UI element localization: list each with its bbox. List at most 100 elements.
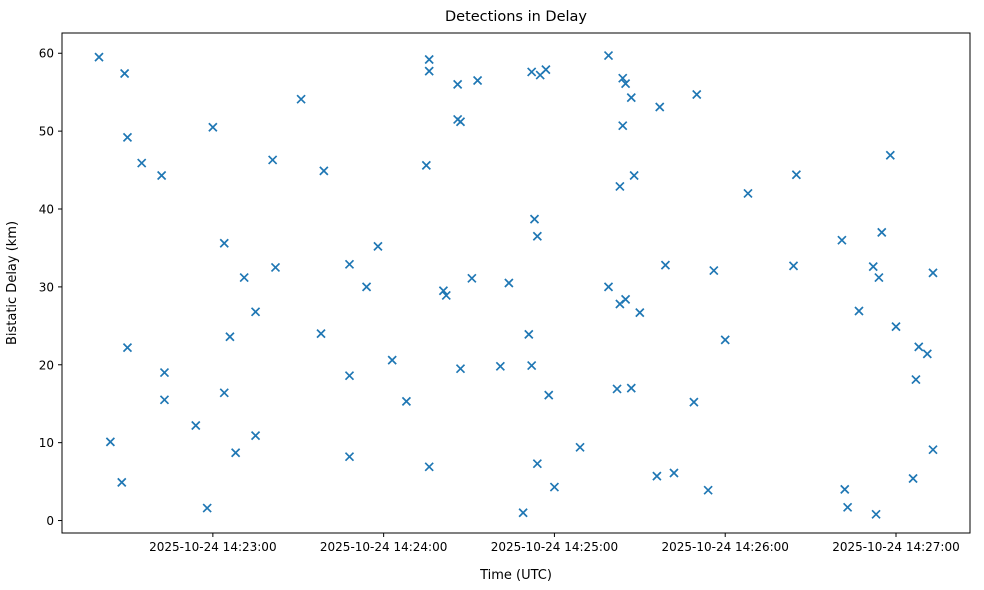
y-tick-label: 10 — [39, 436, 54, 450]
data-point-marker — [455, 364, 466, 374]
data-point-marker — [669, 468, 679, 478]
data-point-marker — [922, 349, 932, 359]
data-point-marker — [159, 367, 170, 378]
data-point-marker — [455, 117, 466, 127]
data-point-marker — [527, 360, 537, 371]
data-point-marker — [231, 448, 241, 458]
data-point-marker — [319, 166, 329, 176]
data-point-marker — [504, 278, 514, 288]
data-point-marker — [421, 160, 431, 171]
data-point-marker — [208, 122, 218, 132]
data-point-marker — [202, 503, 212, 513]
data-point-marker — [575, 442, 585, 452]
data-point-marker — [387, 355, 397, 365]
data-point-marker — [373, 241, 383, 251]
data-points-layer — [94, 50, 938, 519]
data-point-marker — [908, 473, 918, 484]
data-point-marker — [652, 471, 662, 481]
data-point-marker — [911, 374, 921, 385]
axes-layer: 2025-10-24 14:23:00 2025-10-24 14:24:00 20… — [39, 32, 971, 554]
data-point-marker — [703, 485, 713, 495]
data-point-marker — [655, 102, 665, 112]
data-point-marker — [94, 52, 104, 62]
y-tick-label: 0 — [46, 514, 54, 528]
data-point-marker — [891, 322, 901, 332]
data-point-marker — [250, 307, 261, 317]
x-tick-label: 2025-10-24 14:24:00 — [320, 540, 447, 554]
data-point-marker — [191, 420, 201, 431]
data-point-marker — [854, 306, 864, 316]
y-axis-label: Bistatic Delay (km) — [5, 221, 20, 345]
x-tick-label: 2025-10-24 14:26:00 — [661, 540, 788, 554]
data-point-marker — [549, 482, 560, 492]
y-tick-label: 30 — [39, 280, 54, 294]
data-point-marker — [424, 54, 434, 65]
data-point-marker — [239, 272, 249, 283]
data-point-marker — [877, 227, 887, 237]
data-point-marker — [615, 181, 625, 192]
data-point-marker — [527, 67, 537, 77]
data-point-marker — [441, 290, 451, 301]
data-point-marker — [874, 272, 884, 283]
data-point-marker — [660, 260, 671, 270]
data-point-marker — [837, 235, 847, 245]
y-tick-label: 20 — [39, 358, 54, 372]
data-point-marker — [105, 437, 115, 447]
data-point-marker — [518, 508, 528, 518]
data-point-marker — [225, 332, 235, 342]
data-point-marker — [871, 509, 881, 519]
y-tick-label: 40 — [39, 203, 54, 217]
y-tick-label: 60 — [39, 47, 54, 61]
data-point-marker — [603, 282, 614, 292]
y-tick-label: 50 — [39, 125, 54, 139]
data-point-marker — [120, 68, 130, 79]
data-point-marker — [529, 214, 540, 224]
data-point-marker — [250, 431, 261, 441]
data-point-marker — [159, 395, 170, 405]
data-point-marker — [541, 65, 551, 75]
data-point-marker — [344, 259, 355, 269]
data-point-marker — [424, 462, 434, 472]
x-tick-label: 2025-10-24 14:27:00 — [832, 540, 959, 554]
data-point-marker — [122, 343, 133, 353]
data-point-marker — [401, 396, 412, 406]
x-tick-label: 2025-10-24 14:23:00 — [149, 540, 276, 554]
data-point-marker — [620, 79, 631, 89]
data-point-marker — [344, 371, 355, 381]
data-point-marker — [720, 335, 730, 345]
data-point-marker — [453, 79, 463, 90]
data-point-marker — [137, 158, 147, 168]
plot-border — [61, 32, 971, 534]
data-point-marker — [361, 282, 372, 292]
data-point-marker — [157, 170, 167, 181]
data-point-marker — [472, 75, 483, 86]
data-point-marker — [618, 73, 628, 83]
data-point-marker — [612, 384, 622, 394]
data-point-marker — [532, 231, 542, 241]
data-point-marker — [296, 94, 306, 104]
data-point-marker — [219, 388, 229, 398]
data-point-marker — [424, 66, 434, 76]
data-point-marker — [544, 390, 554, 400]
data-point-marker — [885, 150, 895, 160]
data-point-marker — [635, 307, 645, 318]
data-point-marker — [618, 121, 628, 131]
data-point-marker — [219, 238, 229, 248]
data-point-marker — [270, 262, 281, 273]
data-point-marker — [524, 329, 534, 340]
data-point-marker — [709, 265, 719, 276]
x-tick-label: 2025-10-24 14:25:00 — [491, 540, 618, 554]
data-point-marker — [316, 329, 326, 339]
data-point-marker — [788, 261, 799, 271]
data-point-marker — [689, 397, 699, 407]
data-point-marker — [692, 89, 702, 100]
data-point-marker — [532, 459, 542, 469]
data-point-marker — [344, 452, 355, 462]
data-point-marker — [743, 188, 753, 199]
data-point-marker — [928, 268, 938, 278]
data-point-marker — [629, 170, 639, 181]
data-point-marker — [438, 286, 449, 296]
data-point-marker — [467, 273, 477, 283]
